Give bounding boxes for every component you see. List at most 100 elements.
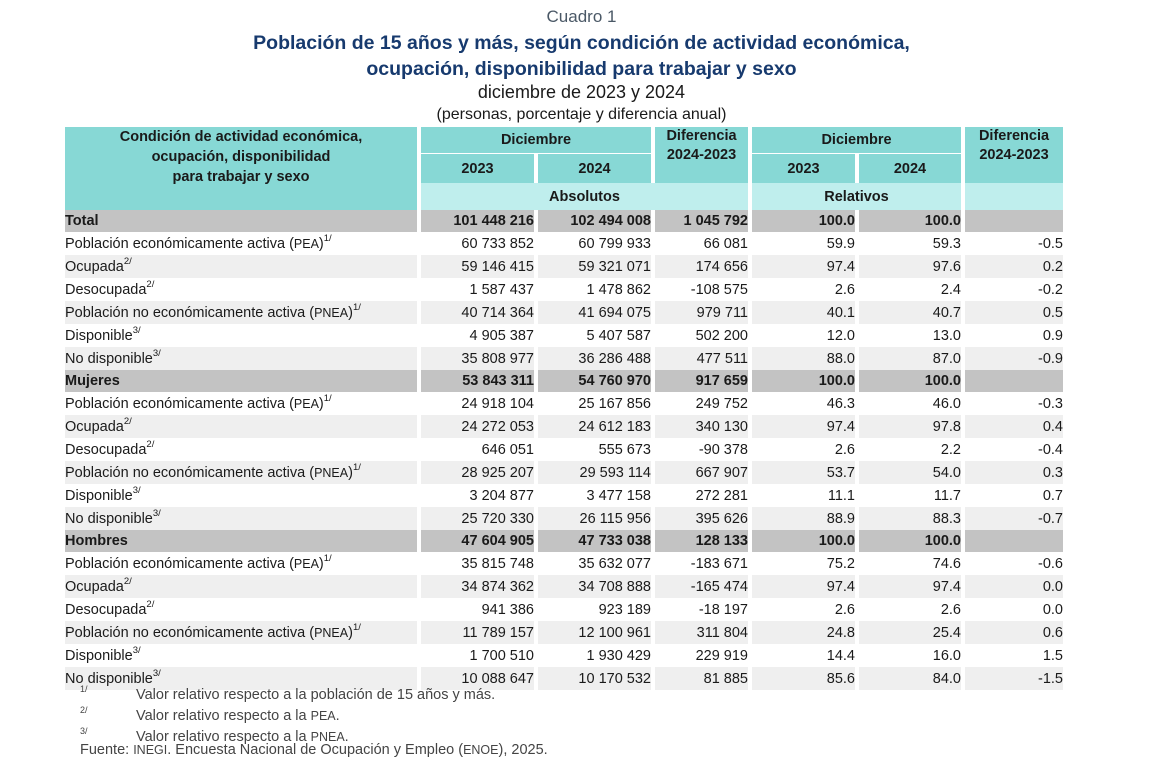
cell-2024-relativos: 88.3 <box>859 507 961 530</box>
row-label-header-line1: Condición de actividad económica, <box>119 129 363 145</box>
table-row: Población no económicamente activa (PNEA… <box>65 621 1063 644</box>
cell-2023-relativos: 75.2 <box>752 552 855 575</box>
cell-2024-absolutos: 1 930 429 <box>538 644 651 667</box>
cell-diferencia-relativos: 0.4 <box>965 415 1063 438</box>
row-label: Población no económicamente activa (PNEA… <box>65 461 417 484</box>
cell-2023-relativos: 40.1 <box>752 301 855 324</box>
table-units: (personas, porcentaje y diferencia anual… <box>436 106 727 123</box>
table-section-row: Total 101 448 216 102 494 008 1 045 792 100.… <box>65 210 1063 232</box>
cell-2024-absolutos: 3 477 158 <box>538 484 651 507</box>
cell-diferencia-absolutos: 249 752 <box>655 392 748 415</box>
table-title-line2: ocupación, disponibilidad para trabajar … <box>366 58 797 80</box>
cell-2024-relativos: 87.0 <box>859 347 961 370</box>
cell-2023-relativos: 97.4 <box>752 575 855 598</box>
cell-2024-absolutos: 35 632 077 <box>538 552 651 575</box>
cell-diferencia-absolutos: 311 804 <box>655 621 748 644</box>
cell-2024-absolutos: 54 760 970 <box>538 370 651 392</box>
cell-2023-relativos: 100.0 <box>752 370 855 392</box>
cell-2023-absolutos: 1 587 437 <box>421 278 534 301</box>
footnote-2-text: Valor relativo respecto a la PEA. <box>136 708 340 724</box>
row-label: Ocupada2/ <box>65 255 417 278</box>
row-label: Desocupada2/ <box>65 598 417 621</box>
cell-diferencia-absolutos: 395 626 <box>655 507 748 530</box>
cell-2023-absolutos: 101 448 216 <box>421 210 534 232</box>
table-row: Población económicamente activa (PEA)1/6… <box>65 232 1063 255</box>
row-label: Disponible3/ <box>65 484 417 507</box>
source-note: Fuente: INEGI. Encuesta Nacional de Ocup… <box>80 742 548 758</box>
cell-2023-relativos: 46.3 <box>752 392 855 415</box>
cell-2024-relativos: 2.4 <box>859 278 961 301</box>
table-row: Población no económicamente activa (PNEA… <box>65 301 1063 324</box>
cell-diferencia-relativos: -0.4 <box>965 438 1063 461</box>
diff-header-absolutos-line2: 2024-2023 <box>666 147 737 163</box>
cell-diferencia-relativos <box>965 370 1063 392</box>
footnote-1-mark: 1/ <box>80 684 88 694</box>
cell-2024-absolutos: 59 321 071 <box>538 255 651 278</box>
footnote-3-text: Valor relativo respecto a la PNEA. <box>136 729 349 745</box>
cell-2023-absolutos: 28 925 207 <box>421 461 534 484</box>
table-row: Disponible3/1 700 510 1 930 429 229 919 14.… <box>65 644 1063 667</box>
cell-diferencia-absolutos: 272 281 <box>655 484 748 507</box>
table-row: Población no económicamente activa (PNEA… <box>65 461 1063 484</box>
footnote-1-text: Valor relativo respecto a la población d… <box>136 687 496 703</box>
cell-2023-relativos: 59.9 <box>752 232 855 255</box>
cell-2023-relativos: 2.6 <box>752 278 855 301</box>
cell-2024-relativos: 25.4 <box>859 621 961 644</box>
cell-diferencia-relativos: 0.2 <box>965 255 1063 278</box>
col-header-2023-absolutos: 2023 <box>421 153 534 183</box>
cell-2023-relativos: 24.8 <box>752 621 855 644</box>
cell-2024-relativos: 13.0 <box>859 324 961 347</box>
cell-diferencia-absolutos: 229 919 <box>655 644 748 667</box>
cell-diferencia-absolutos: 66 081 <box>655 232 748 255</box>
table-row: Ocupada2/59 146 415 59 321 071 174 656 97.4… <box>65 255 1063 278</box>
row-label: Hombres <box>65 530 417 552</box>
cell-2023-relativos: 100.0 <box>752 530 855 552</box>
cell-2024-absolutos: 26 115 956 <box>538 507 651 530</box>
row-label: Población no económicamente activa (PNEA… <box>65 621 417 644</box>
table-row: No disponible3/35 808 977 36 286 488 477 5… <box>65 347 1063 370</box>
cell-2024-relativos: 74.6 <box>859 552 961 575</box>
cell-2024-relativos: 2.6 <box>859 598 961 621</box>
cell-2023-absolutos: 941 386 <box>421 598 534 621</box>
row-label-header-line2: ocupación, disponibilidad <box>151 149 331 165</box>
cell-diferencia-relativos: 0.3 <box>965 461 1063 484</box>
cell-2023-absolutos: 10 088 647 <box>421 667 534 690</box>
cell-2023-absolutos: 40 714 364 <box>421 301 534 324</box>
cell-diferencia-absolutos: -18 197 <box>655 598 748 621</box>
cell-diferencia-absolutos: 128 133 <box>655 530 748 552</box>
subheader-fill <box>965 183 1063 210</box>
group-header-diciembre-relativos: Diciembre <box>752 127 961 153</box>
row-label: Desocupada2/ <box>65 438 417 461</box>
cell-diferencia-absolutos: 667 907 <box>655 461 748 484</box>
cell-diferencia-absolutos: 1 045 792 <box>655 210 748 232</box>
cell-2023-absolutos: 24 918 104 <box>421 392 534 415</box>
cell-2024-absolutos: 47 733 038 <box>538 530 651 552</box>
cell-2023-relativos: 12.0 <box>752 324 855 347</box>
cell-2023-absolutos: 34 874 362 <box>421 575 534 598</box>
table-row: Desocupada2/1 587 437 1 478 862 -108 575 2.… <box>65 278 1063 301</box>
cell-2024-absolutos: 60 799 933 <box>538 232 651 255</box>
cell-diferencia-absolutos: -108 575 <box>655 278 748 301</box>
cell-diferencia-relativos: 0.0 <box>965 575 1063 598</box>
cell-2023-relativos: 11.1 <box>752 484 855 507</box>
row-label: No disponible3/ <box>65 507 417 530</box>
row-label: Disponible3/ <box>65 644 417 667</box>
cell-2024-relativos: 40.7 <box>859 301 961 324</box>
table-subtitle: diciembre de 2023 y 2024 <box>477 82 686 102</box>
cell-2023-relativos: 88.0 <box>752 347 855 370</box>
table-row: Ocupada2/24 272 053 24 612 183 340 130 97.4… <box>65 415 1063 438</box>
cell-2024-relativos: 100.0 <box>859 370 961 392</box>
cell-2023-absolutos: 53 843 311 <box>421 370 534 392</box>
cell-2024-relativos: 100.0 <box>859 210 961 232</box>
cell-diferencia-relativos: -0.5 <box>965 232 1063 255</box>
diff-header-relativos: Diferencia 2024-2023 <box>965 127 1063 183</box>
col-header-2023-relativos: 2023 <box>752 153 855 183</box>
row-label-header: Condición de actividad económica, ocupac… <box>65 127 417 210</box>
cell-diferencia-absolutos: -183 671 <box>655 552 748 575</box>
cell-2023-absolutos: 3 204 877 <box>421 484 534 507</box>
cell-2024-relativos: 97.8 <box>859 415 961 438</box>
cell-2024-absolutos: 10 170 532 <box>538 667 651 690</box>
diff-header-absolutos: Diferencia 2024-2023 <box>655 127 748 183</box>
cell-diferencia-relativos: 0.0 <box>965 598 1063 621</box>
cell-diferencia-relativos: -0.7 <box>965 507 1063 530</box>
